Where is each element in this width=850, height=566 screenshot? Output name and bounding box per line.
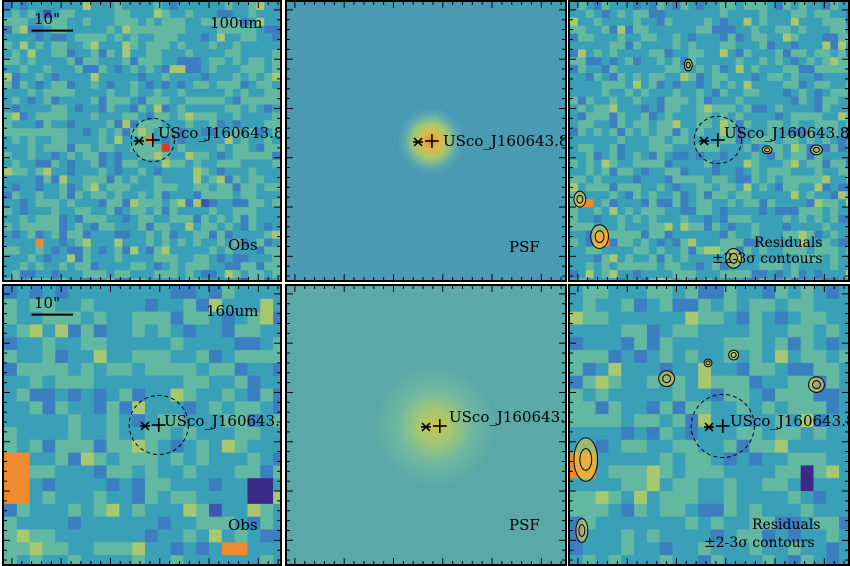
panel-psf-160um: USco_J160643.8 PSF (285, 284, 567, 566)
obs-image-100um (4, 2, 280, 280)
source-label: USco_J160643.8 (730, 412, 850, 430)
panel-label-residuals: Residuals (754, 235, 823, 251)
panel-psf-100um: USco_J160643.8 PSF (285, 0, 567, 282)
psf-image-100um (287, 2, 565, 280)
panel-label-obs: Obs (228, 516, 258, 534)
panel-label-residuals: Residuals (752, 517, 821, 533)
residuals-image-100um (570, 2, 848, 280)
contour-label: ±2-3σ contours (704, 535, 815, 551)
source-label: USco_J160643.8 (443, 132, 567, 150)
panel-label-psf: PSF (509, 516, 540, 534)
panel-residuals-160um: USco_J160643.8 Residuals ±2-3σ contours (568, 284, 850, 566)
source-label: USco_J160643.8 (164, 412, 282, 430)
source-label: USco_J160643.8 (158, 124, 282, 142)
source-label: USco_J160643.8 (449, 408, 567, 426)
residuals-image-160um (570, 286, 848, 564)
panel-label-obs: Obs (228, 236, 258, 254)
panel-obs-160um: 10" 160um USco_J160643.8 Obs (2, 284, 282, 566)
scale-bar-label: 10" (34, 10, 60, 28)
panel-obs-100um: 10" 100um USco_J160643.8 Obs (2, 0, 282, 282)
contour-label: ±2-3σ contours (712, 251, 823, 267)
panel-label-psf: PSF (509, 238, 540, 256)
panel-residuals-100um: USco_J160643.8 Residuals ±2-3σ contours (568, 0, 850, 282)
scale-bar-label: 10" (34, 294, 60, 312)
obs-image-160um (4, 286, 280, 564)
band-label: 100um (210, 14, 263, 32)
source-label: USco_J160643.8 (724, 124, 850, 142)
psf-image-160um (287, 286, 565, 564)
band-label: 160um (206, 302, 259, 320)
